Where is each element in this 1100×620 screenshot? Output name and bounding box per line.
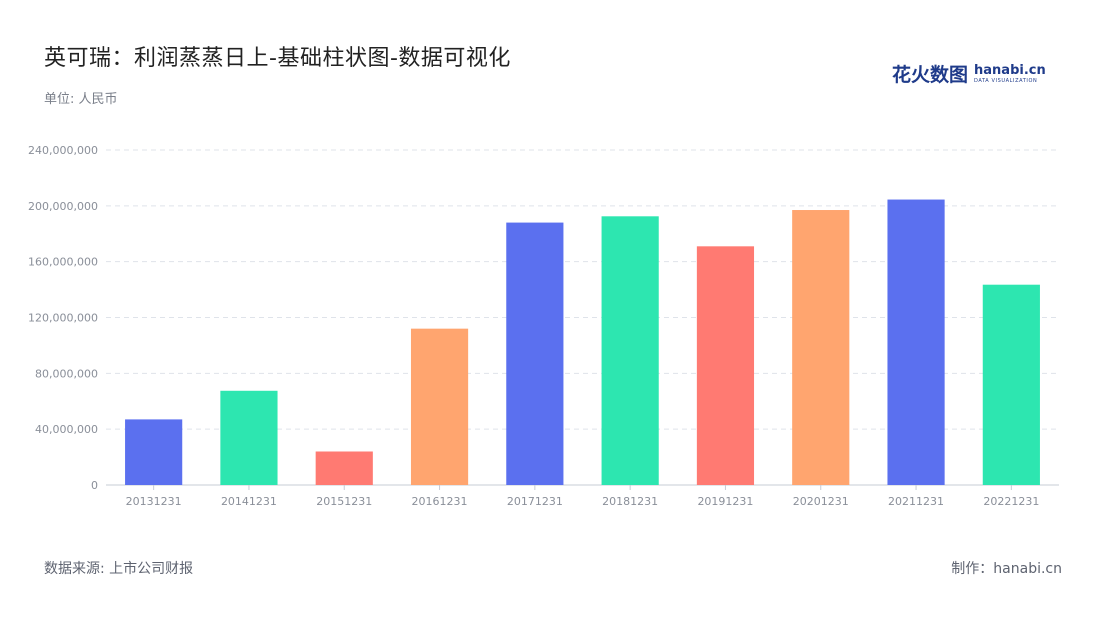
bar [125,419,183,485]
bar [601,216,659,486]
bar [696,246,755,485]
bar [792,210,850,486]
unit-label: 单位: 人民币 [44,92,118,107]
x-tick-label: 20181231 [602,495,658,508]
brand-logo-en: hanabi.cn [974,62,1046,78]
x-tick-label: 20141231 [221,495,277,508]
data-source: 数据来源: 上市公司财报 [44,561,194,577]
bar [982,284,1040,485]
x-tick-label: 20211231 [888,495,944,508]
y-tick-label: 80,000,000 [35,367,98,380]
y-tick-label: 160,000,000 [28,256,98,269]
bar [315,451,373,485]
chart-title: 英可瑞：利润蒸蒸日上-基础柱状图-数据可视化 [44,46,511,71]
bar [887,199,945,486]
x-tick-label: 20191231 [697,495,753,508]
y-tick-label: 120,000,000 [28,312,98,325]
y-tick-label: 240,000,000 [28,144,98,157]
brand-logo: 花火数图 hanabi.cn DATA VISUALIZATION [892,60,1046,87]
brand-logo-tagline: DATA VISUALIZATION [974,77,1038,84]
y-tick-label: 0 [91,479,98,492]
x-tick-label: 20131231 [126,495,182,508]
x-tick-label: 20161231 [412,495,468,508]
bar [506,222,564,486]
x-tick-label: 20171231 [507,495,563,508]
credit-label: 制作：hanabi.cn [951,561,1062,577]
y-tick-label: 40,000,000 [35,423,98,436]
bar [220,390,278,485]
x-tick-label: 20201231 [793,495,849,508]
y-tick-label: 200,000,000 [28,200,98,213]
x-tick-label: 20221231 [983,495,1039,508]
bar [410,328,469,485]
brand-logo-cn: 花火数图 [892,64,969,86]
brand-logo-en-block: hanabi.cn DATA VISUALIZATION [974,64,1046,84]
x-tick-label: 20151231 [316,495,372,508]
